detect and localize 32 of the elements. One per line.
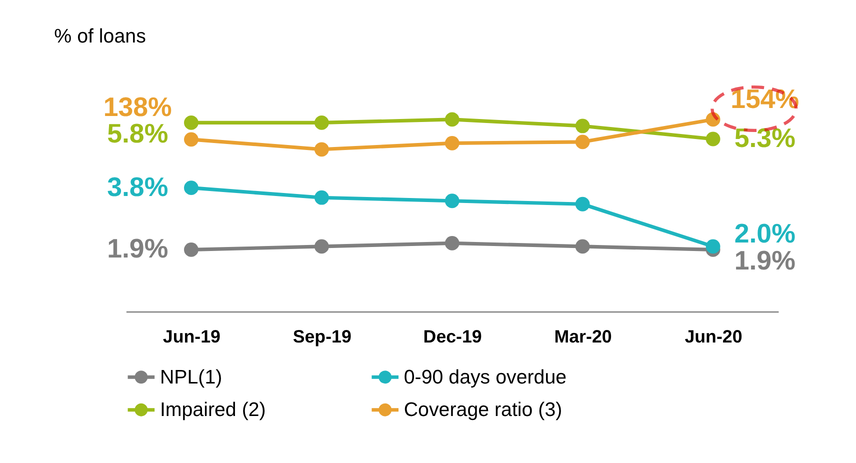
x-tick-label: Jun-19 <box>162 326 221 346</box>
point <box>444 112 460 127</box>
point <box>575 134 590 150</box>
legend-label: Coverage ratio (3) <box>404 399 562 422</box>
point <box>314 239 329 254</box>
point <box>575 239 590 254</box>
point <box>184 116 198 130</box>
point <box>444 236 460 250</box>
point <box>184 242 198 257</box>
point <box>314 142 329 157</box>
point <box>706 132 720 146</box>
x-tick-label: Sep-19 <box>292 326 352 346</box>
x-tick-label: Mar-20 <box>554 326 612 346</box>
x-tick-label: Dec-19 <box>423 326 482 346</box>
x-tick-label: Jun-20 <box>684 326 742 346</box>
legend-label: NPL(1) <box>160 366 222 388</box>
point <box>706 239 720 254</box>
data-label: 1.9% <box>107 234 168 264</box>
legend-label: Impaired (2) <box>160 399 266 422</box>
text: % of loans <box>54 25 146 48</box>
data-label: 3.8% <box>107 172 168 202</box>
point <box>314 190 329 205</box>
data-label: 5.3% <box>734 123 796 154</box>
point <box>575 196 590 212</box>
point <box>184 132 198 147</box>
point <box>575 118 590 134</box>
point <box>444 194 460 208</box>
point <box>314 116 329 130</box>
data-label: 154% <box>730 84 800 114</box>
point <box>184 180 198 196</box>
point <box>444 136 460 150</box>
legend-label: 0-90 days overdue <box>404 366 567 388</box>
